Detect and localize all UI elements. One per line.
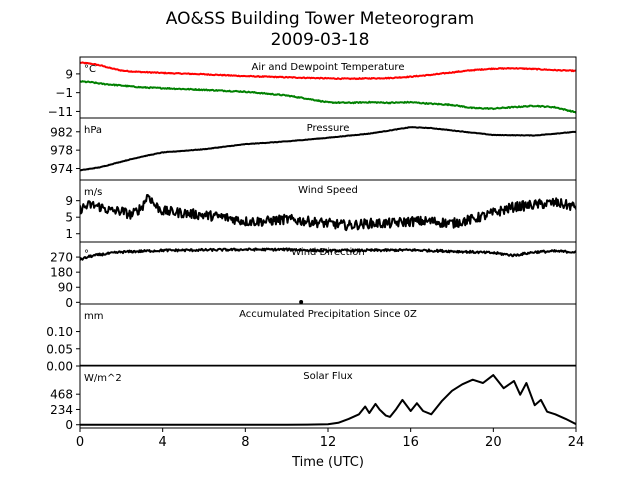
y-tick-label-0-0: 9 (65, 67, 73, 81)
y-tick-label-0-1: −1 (55, 86, 73, 100)
y-tick-label-3-1: 180 (50, 266, 73, 280)
y-tick-label-3-0: 270 (50, 251, 73, 265)
y-tick-label-1-0: 982 (50, 125, 73, 139)
series-line-5-0 (80, 374, 576, 426)
y-tick-label-2-1: 5 (65, 211, 73, 225)
x-tick-label-3: 12 (320, 435, 337, 450)
x-tick-label-4: 16 (402, 435, 419, 450)
y-tick-label-2-2: 1 (65, 227, 73, 241)
panel-title-4: Accumulated Precipitation Since 0Z (239, 309, 417, 320)
x-tick-label-5: 20 (485, 435, 502, 450)
figure-date: 2009-03-18 (271, 30, 370, 50)
y-tick-label-5-0: 468 (50, 388, 73, 402)
y-tick-label-5-2: 0 (65, 418, 73, 432)
panel-title-5: Solar Flux (303, 371, 353, 382)
y-tick-label-2-0: 9 (65, 194, 73, 208)
series-line-0-0 (80, 61, 576, 81)
panel-title-1: Pressure (307, 123, 350, 134)
panel-unit-3: ° (84, 249, 89, 260)
data-point-3-0 (299, 299, 304, 304)
panel-0: 9 −1 −11 Air and Dewpoint Temperature °C (48, 56, 577, 119)
panel-2: 9 5 1 Wind Speed m/s (65, 179, 577, 243)
y-tick-label-4-0: 0.10 (46, 325, 73, 339)
time-axis: 0 4 8 12 16 20 24 (76, 428, 584, 450)
x-tick-label-1: 4 (159, 435, 167, 450)
panel-unit-1: hPa (84, 125, 102, 136)
y-tick-label-4-1: 0.05 (46, 342, 73, 356)
y-tick-label-3-2: 90 (58, 281, 73, 295)
y-tick-label-0-2: −11 (48, 105, 73, 119)
x-tick-label-0: 0 (76, 435, 84, 450)
panel-title-3: Wind Direction (291, 247, 365, 258)
figure-title: AO&SS Building Tower Meteorogram (166, 9, 474, 29)
panel-1: 982 978 974 Pressure hPa (50, 117, 577, 181)
panel-unit-4: mm (84, 311, 103, 322)
y-tick-label-1-2: 974 (50, 162, 73, 176)
series-line-0-1 (80, 80, 576, 114)
y-tick-label-3-3: 0 (65, 296, 73, 310)
panel-unit-0: °C (84, 64, 96, 75)
series-line-3-0 (80, 247, 576, 261)
x-axis-label: Time (UTC) (291, 455, 364, 470)
panel-unit-5: W/m^2 (84, 373, 122, 384)
series-line-1-0 (80, 126, 576, 172)
x-tick-label-2: 8 (241, 435, 249, 450)
y-tick-label-4-2: 0.00 (46, 360, 73, 374)
y-tick-label-5-1: 234 (50, 403, 73, 417)
panel-title-2: Wind Speed (298, 185, 358, 196)
panel-unit-2: m/s (84, 187, 102, 198)
x-tick-label-6: 24 (568, 435, 585, 450)
series-line-2-0 (80, 194, 576, 232)
panel-title-0: Air and Dewpoint Temperature (252, 62, 405, 73)
y-tick-label-1-1: 978 (50, 144, 73, 158)
panel-4: 0.10 0.05 0.00 Accumulated Precipitation Si… (46, 303, 577, 374)
